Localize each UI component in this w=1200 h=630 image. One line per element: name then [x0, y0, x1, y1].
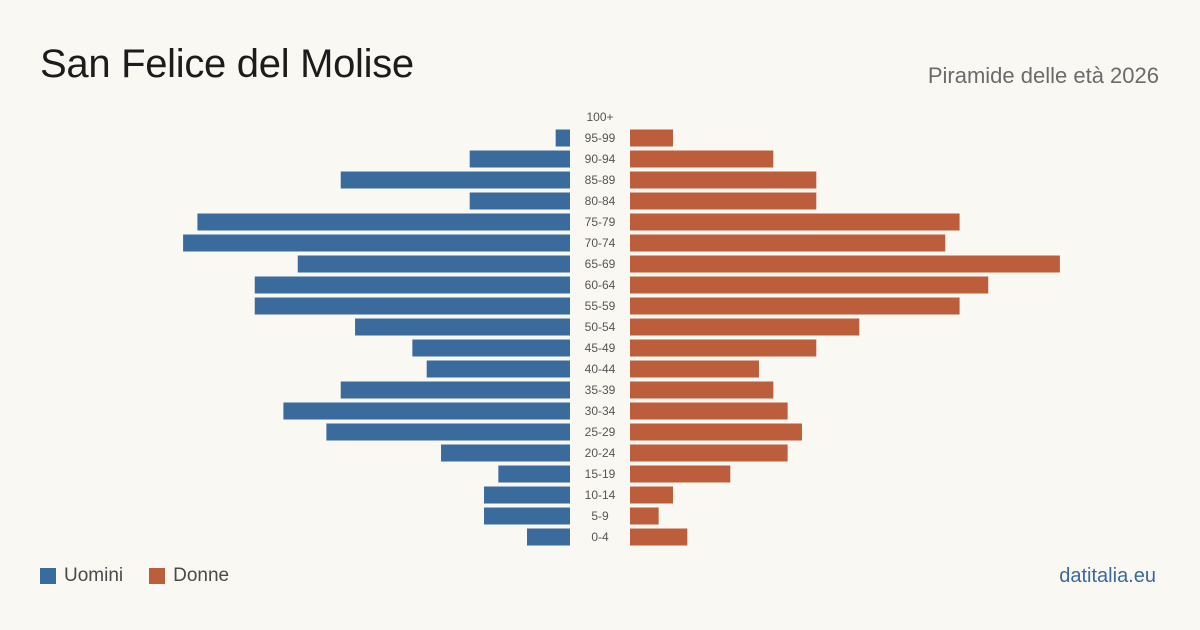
bar-female-50-54: [630, 318, 860, 336]
age-label-90-94: 90-94: [585, 152, 616, 166]
bar-male-10-14: [484, 486, 570, 504]
bar-female-70-74: [630, 234, 946, 252]
bar-male-15-19: [498, 465, 570, 483]
bar-male-85-89: [340, 171, 570, 189]
bar-female-60-64: [630, 276, 989, 294]
bar-male-35-39: [340, 381, 570, 399]
bar-male-65-69: [297, 255, 570, 273]
bar-male-50-54: [355, 318, 570, 336]
age-label-0-4: 0-4: [591, 530, 609, 544]
legend-label-female: Donne: [173, 565, 230, 586]
bar-male-5-9: [484, 507, 570, 525]
age-label-40-44: 40-44: [585, 362, 616, 376]
legend-item-male: Uomini: [40, 565, 123, 587]
age-label-60-64: 60-64: [585, 278, 616, 292]
bar-male-60-64: [254, 276, 571, 294]
bar-male-90-94: [469, 150, 570, 168]
age-label-65-69: 65-69: [585, 257, 616, 271]
age-label-70-74: 70-74: [585, 236, 616, 250]
age-label-55-59: 55-59: [585, 299, 616, 313]
bar-male-80-84: [469, 192, 570, 210]
bar-male-70-74: [183, 234, 570, 252]
bar-female-45-49: [630, 339, 817, 357]
bar-male-40-44: [426, 360, 570, 378]
age-label-85-89: 85-89: [585, 173, 616, 187]
legend-swatch-male: [40, 568, 56, 584]
bar-female-90-94: [630, 150, 774, 168]
bar-male-25-29: [326, 423, 570, 441]
bar-male-95-99: [555, 129, 570, 147]
legend-label-male: Uomini: [64, 565, 124, 586]
age-label-75-79: 75-79: [585, 215, 616, 229]
bar-female-20-24: [630, 444, 788, 462]
brand-link[interactable]: datitalia.eu: [1059, 565, 1156, 587]
age-label-25-29: 25-29: [585, 425, 616, 439]
age-label-10-14: 10-14: [585, 488, 616, 502]
bar-female-80-84: [630, 192, 817, 210]
bar-male-0-4: [527, 528, 570, 546]
bar-female-35-39: [630, 381, 774, 399]
bar-female-5-9: [630, 507, 659, 525]
age-label-5-9: 5-9: [591, 509, 609, 523]
age-label-20-24: 20-24: [585, 446, 616, 460]
age-label-15-19: 15-19: [585, 467, 616, 481]
bar-female-15-19: [630, 465, 731, 483]
bar-female-55-59: [630, 297, 960, 315]
bar-male-30-34: [283, 402, 570, 420]
age-label-35-39: 35-39: [585, 383, 616, 397]
bar-female-95-99: [630, 129, 673, 147]
bar-male-45-49: [412, 339, 570, 357]
bar-female-65-69: [630, 255, 1060, 273]
bar-female-25-29: [630, 423, 802, 441]
bar-female-0-4: [630, 528, 688, 546]
bar-female-10-14: [630, 486, 673, 504]
age-label-100plus: 100+: [586, 110, 613, 124]
bar-female-40-44: [630, 360, 759, 378]
bar-male-55-59: [254, 297, 571, 315]
legend-item-female: Donne: [149, 565, 229, 587]
bar-female-30-34: [630, 402, 788, 420]
bar-male-20-24: [441, 444, 570, 462]
age-label-80-84: 80-84: [585, 194, 616, 208]
age-label-95-99: 95-99: [585, 131, 616, 145]
legend: Uomini Donne: [40, 565, 255, 587]
age-label-45-49: 45-49: [585, 341, 616, 355]
bar-male-75-79: [197, 213, 571, 231]
chart-title: San Felice del Molise: [40, 42, 414, 86]
age-label-30-34: 30-34: [585, 404, 616, 418]
chart-subtitle: Piramide delle età 2026: [927, 63, 1159, 88]
age-label-50-54: 50-54: [585, 320, 616, 334]
legend-swatch-female: [149, 568, 166, 584]
bar-female-75-79: [630, 213, 960, 231]
bar-female-85-89: [630, 171, 817, 189]
